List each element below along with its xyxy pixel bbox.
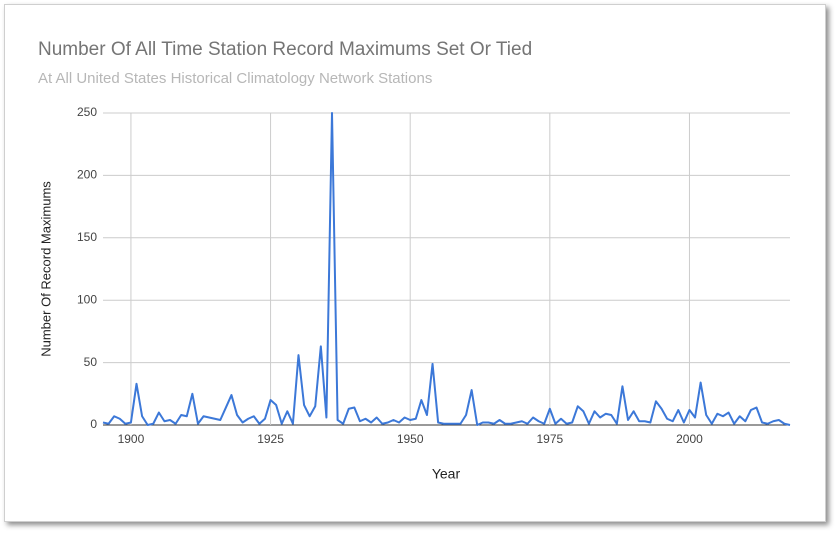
y-tick-label: 100 bbox=[77, 292, 97, 306]
x-tick-label: 1950 bbox=[397, 432, 424, 446]
x-tick-label: 1925 bbox=[257, 432, 284, 446]
y-tick-label: 0 bbox=[90, 417, 97, 431]
y-tick-label: 150 bbox=[77, 230, 97, 244]
chart-title: Number Of All Time Station Record Maximu… bbox=[38, 39, 532, 60]
y-axis-label: Number Of Record Maximums bbox=[38, 181, 53, 357]
x-tick-label: 2000 bbox=[676, 432, 703, 446]
data-line bbox=[102, 112, 791, 426]
y-tick-label: 200 bbox=[77, 168, 97, 182]
chart-subtitle: At All United States Historical Climatol… bbox=[38, 70, 432, 87]
y-tick-label: 250 bbox=[77, 105, 97, 119]
x-tick-label: 1900 bbox=[118, 432, 145, 446]
x-tick-label: 1975 bbox=[536, 432, 563, 446]
x-axis-label: Year bbox=[432, 466, 461, 482]
y-tick-label: 50 bbox=[84, 355, 98, 369]
